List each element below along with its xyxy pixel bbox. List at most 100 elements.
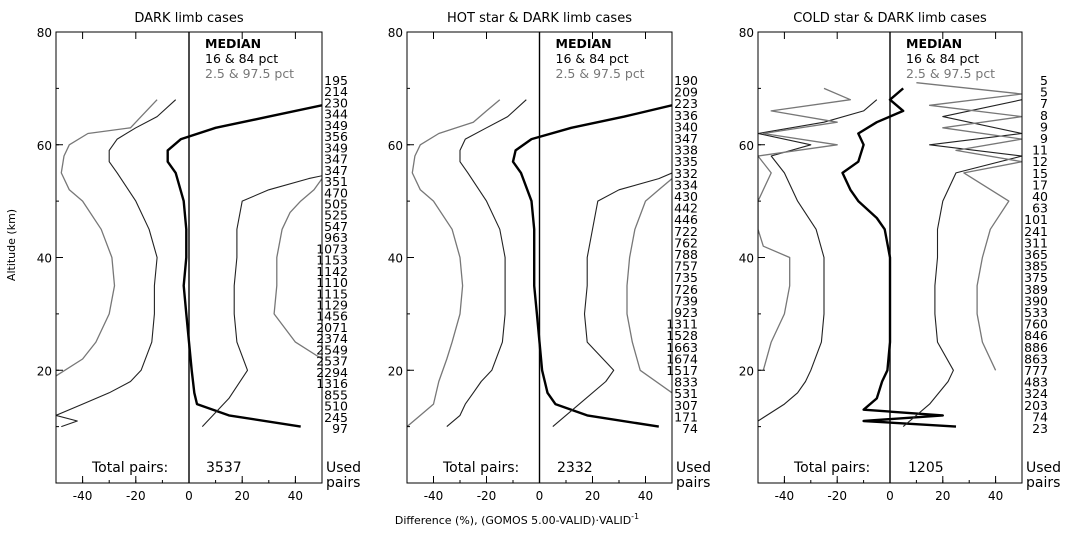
x-tick-label: -40 [424,489,444,503]
y-tick-label: 20 [388,364,403,378]
y-tick-label: 80 [739,26,754,40]
used-pairs-value: 334 [674,177,698,192]
series-line-3 [758,87,852,371]
legend-entry: 16 & 84 pct [906,51,979,66]
used-pairs-value: 1528 [666,328,698,343]
y-tick-label: 60 [388,139,403,153]
y-tick-label: 20 [739,364,754,378]
x-tick-label: 0 [185,489,193,503]
used-pairs-value: 241 [1024,224,1048,239]
used-pairs-value: 230 [324,95,348,110]
x-axis-label: Difference (%), (GOMOS 5.00-VALID)·VALID… [395,512,639,527]
used-pairs-label-2: pairs [676,475,710,491]
used-pairs-value: 203 [1024,398,1048,413]
x-axis-label-sup: -1 [631,512,639,521]
used-pairs-value: 531 [674,386,698,401]
y-tick-label: 20 [37,364,52,378]
total-pairs-value: 3537 [206,460,242,476]
used-pairs-label-2: pairs [1026,475,1060,491]
legend-entry: 16 & 84 pct [556,51,629,66]
used-pairs-value: 963 [324,230,348,245]
used-pairs-value: 332 [674,166,698,181]
used-pairs-value: 757 [674,259,698,274]
used-pairs-value: 17 [1032,177,1048,192]
x-tick-label: 20 [935,489,950,503]
panel-hot-star: HOT star & DARK limb cases -40 -20 0 20 40 20 4… [388,11,711,503]
used-pairs-value: 1311 [666,317,698,332]
used-pairs-value: 1316 [316,376,348,391]
total-pairs-label: Total pairs: [442,460,519,476]
used-pairs-value: 347 [674,131,698,146]
used-pairs-value: 846 [1024,328,1048,343]
series-line-1 [446,99,527,428]
used-pairs-value: 2537 [316,354,348,369]
used-pairs-value: 40 [1032,189,1048,204]
panel-cold-star: COLD star & DARK limb cases -40 -20 0 20 40 20… [739,11,1061,503]
y-tick-label: 60 [37,139,52,153]
used-pairs-value: 739 [674,293,698,308]
used-pairs-value: 5 [1040,73,1048,88]
used-pairs-value: 1129 [316,298,348,313]
y-tick-label: 80 [388,26,403,40]
y-tick-label: 40 [388,252,403,266]
series-line-4 [916,82,1022,371]
legend-entry: 16 & 84 pct [205,51,278,66]
series-line-4 [273,178,322,360]
used-pairs-value: 2549 [316,342,348,357]
used-pairs-value: 7 [1040,96,1048,111]
used-pairs-value: 209 [674,85,698,100]
x-tick-label: -20 [477,489,497,503]
used-pairs-value: 15 [1032,166,1048,181]
x-tick-label: -20 [126,489,146,503]
used-pairs-value: 223 [674,96,698,111]
panel-title: DARK limb cases [134,11,244,26]
used-pairs-value: 171 [674,409,698,424]
series-line-4 [626,178,672,394]
used-pairs-value: 390 [1024,293,1048,308]
series-line-0 [166,104,322,428]
used-pairs-value: 760 [1024,317,1048,332]
legend-entry: 2.5 & 97.5 pct [906,66,995,81]
used-pairs-value: 190 [674,73,698,88]
used-pairs-value: 2374 [316,331,348,346]
x-tick-label: 40 [638,489,653,503]
used-pairs-value: 1456 [316,309,348,324]
used-pairs-value: 335 [674,154,698,169]
used-pairs-value: 510 [324,399,348,414]
used-pairs-value: 9 [1040,119,1048,134]
used-pairs-value: 470 [324,185,348,200]
x-tick-label: -40 [73,489,93,503]
used-pairs-value: 347 [324,152,348,167]
series-line-1 [56,99,177,428]
x-tick-label: 0 [886,489,894,503]
used-pairs-value: 777 [1024,363,1048,378]
used-pairs-value: 23 [1032,421,1048,436]
series-line-2 [902,99,1022,428]
used-pairs-value: 533 [1024,305,1048,320]
y-tick-label: 40 [739,252,754,266]
used-pairs-value: 726 [674,282,698,297]
x-tick-label: 20 [585,489,600,503]
total-pairs-label: Total pairs: [793,460,870,476]
used-pairs-label: Used [1026,460,1061,476]
used-pairs-value: 365 [1024,247,1048,262]
used-pairs-value: 442 [674,201,698,216]
x-tick-label: 40 [288,489,303,503]
used-pairs-value: 351 [324,174,348,189]
used-pairs-value: 1142 [316,264,348,279]
used-pairs-value: 1663 [666,340,698,355]
panel-title: COLD star & DARK limb cases [793,11,987,26]
used-pairs-value: 1674 [666,351,698,366]
y-tick-label: 40 [37,252,52,266]
total-pairs-label: Total pairs: [91,460,168,476]
used-pairs-value: 5 [1040,85,1048,100]
x-tick-label: 40 [988,489,1003,503]
used-pairs-value: 344 [324,107,348,122]
used-pairs-value: 863 [1024,351,1048,366]
series-line-3 [56,99,158,377]
series-line-2 [201,167,322,427]
x-tick-label: 20 [235,489,250,503]
used-pairs-value: 722 [674,224,698,239]
used-pairs-value: 385 [1024,259,1048,274]
